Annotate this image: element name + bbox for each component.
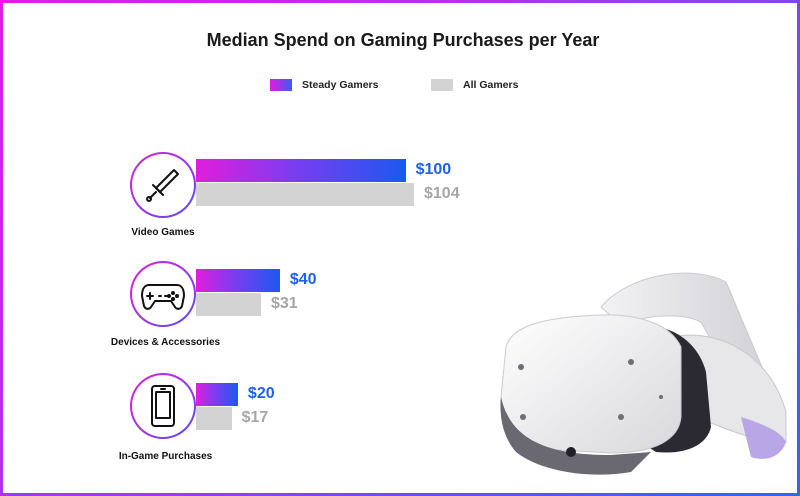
in-game-icon-circle	[130, 373, 196, 439]
bar-steady-in-game	[196, 383, 238, 406]
smartphone-icon	[151, 385, 175, 427]
category-label-video-games: Video Games	[131, 227, 195, 238]
legend-label-steady: Steady Gamers	[302, 79, 379, 91]
bar-steady-video-games	[196, 159, 406, 182]
bar-steady-devices	[196, 269, 280, 292]
category-label-devices: Devices & Accessories	[110, 337, 221, 348]
video-games-icon-circle	[130, 152, 196, 218]
game-controller-icon	[141, 284, 185, 310]
value-label-all-video-games: $104	[424, 185, 460, 202]
value-label-all-in-game: $17	[241, 409, 269, 426]
value-label-steady-in-game: $20	[247, 385, 275, 402]
vr-headset-image	[500, 272, 787, 475]
bar-all-video-games	[196, 183, 414, 206]
value-label-steady-devices: $40	[289, 271, 317, 288]
legend-all: All Gamers	[431, 79, 518, 91]
bar-all-devices	[196, 293, 261, 316]
legend-label-all: All Gamers	[463, 79, 519, 91]
value-label-steady-video-games: $100	[415, 161, 452, 178]
value-label-all-devices: $31	[270, 295, 298, 312]
chart-title: Median Spend on Gaming Purchases per Yea…	[206, 30, 600, 50]
sword-icon	[146, 169, 179, 202]
category-label-in-game: In-Game Purchases	[118, 451, 213, 462]
bar-all-in-game	[196, 407, 232, 430]
legend-swatch-steady	[270, 79, 292, 91]
legend-steady: Steady Gamers	[270, 79, 378, 91]
devices-icon-circle	[130, 261, 196, 327]
legend-swatch-all	[431, 79, 453, 91]
